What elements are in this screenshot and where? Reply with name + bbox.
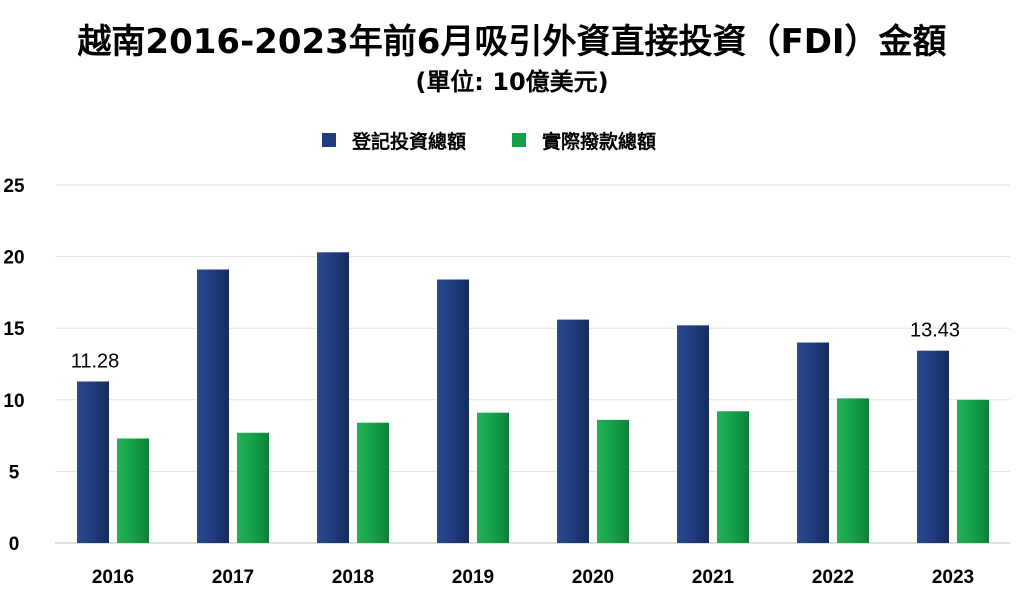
y-tick-label: 15 — [3, 319, 25, 340]
bar-registered-2016 — [77, 381, 109, 543]
bar-registered-2018 — [317, 252, 349, 543]
data-label: 11.28 — [71, 350, 120, 372]
x-tick-label: 2022 — [812, 567, 854, 588]
chart-title: 越南2016-2023年前6月吸引外資直接投資（FDI）金額 — [77, 22, 947, 62]
bar-disbursed-2016 — [117, 438, 149, 543]
bar-disbursed-2023 — [957, 399, 989, 543]
x-tick-label: 2020 — [572, 567, 614, 588]
bar-disbursed-2019 — [477, 412, 509, 543]
x-tick-label: 2017 — [212, 567, 254, 588]
bar-registered-2021 — [677, 325, 709, 543]
legend-label: 實際撥款總額 — [542, 130, 656, 153]
y-tick-label: 25 — [3, 176, 25, 197]
y-tick-label: 5 — [9, 462, 20, 483]
data-label: 13.43 — [910, 320, 960, 342]
y-tick-label: 20 — [3, 248, 24, 269]
x-tick-label: 2018 — [332, 567, 374, 588]
bar-registered-2022 — [797, 342, 829, 543]
x-tick-label: 2023 — [932, 567, 974, 588]
bar-registered-2017 — [197, 269, 229, 543]
y-tick-label: 0 — [9, 534, 20, 555]
legend-swatch — [322, 133, 336, 147]
bar-disbursed-2020 — [597, 419, 629, 543]
x-tick-label: 2016 — [92, 567, 134, 588]
y-tick-label: 10 — [3, 391, 24, 412]
legend-label: 登記投資總額 — [351, 130, 466, 153]
bar-disbursed-2022 — [837, 398, 869, 543]
x-tick-label: 2021 — [692, 567, 735, 588]
bar-disbursed-2017 — [237, 432, 269, 543]
bar-registered-2020 — [557, 319, 589, 543]
legend-swatch — [512, 133, 526, 147]
bar-registered-2019 — [437, 279, 469, 543]
bar-disbursed-2018 — [357, 422, 389, 543]
bar-disbursed-2021 — [717, 411, 749, 543]
x-tick-label: 2019 — [452, 567, 494, 588]
bar-registered-2023 — [917, 350, 949, 543]
chart-subtitle: (單位: 10億美元) — [415, 68, 609, 96]
